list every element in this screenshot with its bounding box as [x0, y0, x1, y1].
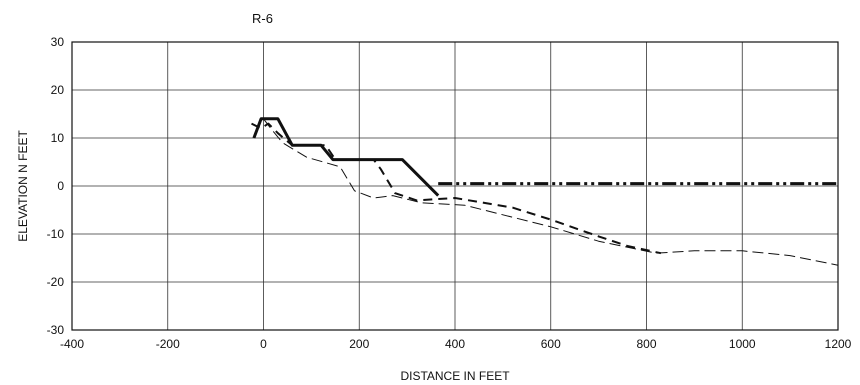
x-tick-label: -400 — [60, 337, 84, 351]
x-tick-label: 200 — [349, 337, 369, 351]
x-tick-label: 0 — [260, 337, 267, 351]
x-tick-label: 1200 — [825, 337, 852, 351]
x-tick-label: 1000 — [729, 337, 756, 351]
tick-labels: -400 -200 0 200 400 600 800 1000 1200 -30 -20 -10 0 1… — [47, 35, 852, 351]
series-line-dashed-thick — [251, 122, 662, 255]
series-line-dashed-thin — [263, 118, 839, 266]
series-line-solid-thick — [252, 117, 440, 197]
plot-frame — [71, 41, 839, 331]
x-tick-label: 800 — [636, 337, 656, 351]
y-tick-label: -30 — [47, 323, 65, 337]
y-tick-label: 10 — [51, 131, 65, 145]
x-tick-label: 400 — [445, 337, 465, 351]
y-tick-label: -20 — [47, 275, 65, 289]
y-axis-title: ELEVATION N FEET — [16, 130, 30, 242]
series-lines — [251, 117, 839, 266]
y-tick-label: 20 — [51, 83, 65, 97]
y-tick-label: 0 — [57, 179, 64, 193]
x-axis-title: DISTANCE IN FEET — [400, 369, 510, 383]
grid — [71, 41, 839, 331]
y-tick-label: 30 — [51, 35, 65, 49]
x-tick-label: -200 — [156, 337, 180, 351]
chart-title: R-6 — [252, 11, 273, 26]
x-tick-label: 600 — [541, 337, 561, 351]
y-tick-label: -10 — [47, 227, 65, 241]
